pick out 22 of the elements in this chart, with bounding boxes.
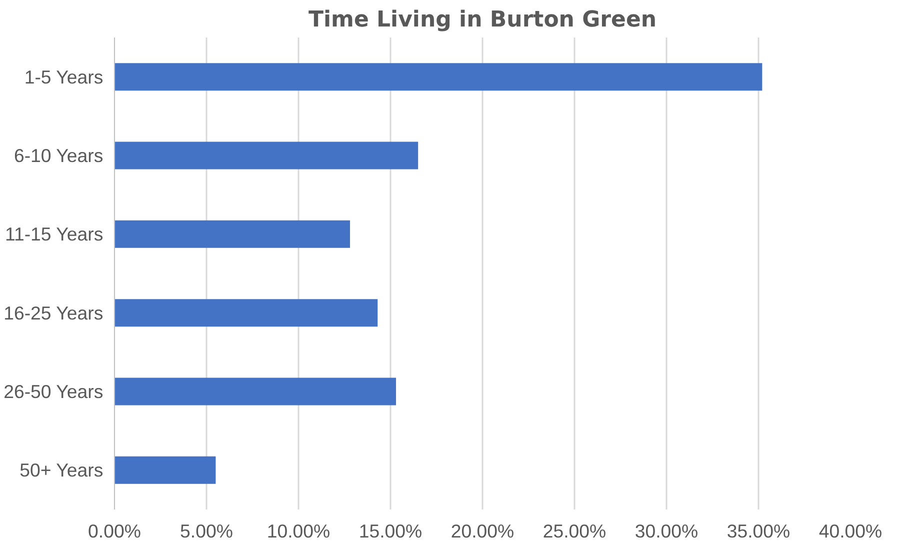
x-tick-label: 0.00% xyxy=(88,520,141,542)
bar xyxy=(114,63,762,91)
x-tick-label: 5.00% xyxy=(180,520,233,542)
x-tick-label: 40.00% xyxy=(818,520,882,542)
bar xyxy=(114,142,418,170)
bar xyxy=(114,299,378,327)
y-tick-label: 1-5 Years xyxy=(24,66,104,88)
x-tick-label: 35.00% xyxy=(726,520,790,542)
y-tick-label: 26-50 Years xyxy=(4,381,104,402)
y-tick-label: 50+ Years xyxy=(20,460,104,481)
y-tick-label: 16-25 Years xyxy=(4,302,104,324)
bar xyxy=(114,220,350,248)
y-tick-label: 11-15 Years xyxy=(4,224,104,245)
chart-title: Time Living in Burton Green xyxy=(308,8,657,32)
bar xyxy=(114,456,216,484)
bar xyxy=(114,378,396,406)
x-tick-label: 10.00% xyxy=(266,520,330,542)
x-tick-label: 15.00% xyxy=(358,520,422,542)
x-tick-label: 25.00% xyxy=(542,520,606,542)
y-tick-label: 6-10 Years xyxy=(14,145,104,166)
x-tick-label: 20.00% xyxy=(450,520,514,542)
x-tick-label: 30.00% xyxy=(634,520,698,542)
